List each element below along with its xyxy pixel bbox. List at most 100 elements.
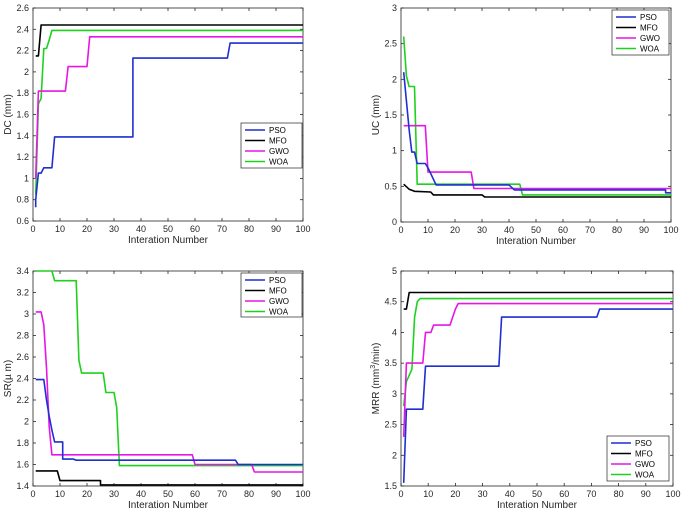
x-tick-label: 20 [82,489,92,499]
legend-label-woa: WOA [269,158,289,167]
legend-label-pso: PSO [640,13,657,22]
legend-label-woa: WOA [635,471,655,480]
y-tick-label: 1 [24,173,29,183]
series-line-mfo [35,24,303,57]
y-axis-label-superscript: 3 [370,365,377,369]
y-tick-label: 1.5 [384,110,397,120]
x-tick-label: 80 [614,489,624,499]
series-line-mfo [403,291,673,310]
x-tick-label: 60 [190,224,200,234]
x-tick-label: 80 [612,225,622,235]
y-tick-label: 1.5 [384,481,397,491]
x-tick-label: 70 [585,225,595,235]
y-tick-label: 1.6 [16,110,29,120]
x-tick-label: 80 [244,224,254,234]
y-tick-label: 0.5 [384,181,397,191]
y-axis-label: SR(µ m) [3,360,14,397]
y-tick-label: 2.8 [16,331,29,341]
y-tick-label: 2.5 [384,420,397,430]
x-tick-label: 100 [295,224,310,234]
x-tick-label: 70 [217,489,227,499]
series-line-gwo [402,302,673,437]
series-line-gwo [34,35,303,179]
y-axis-label: MRR (mm3/min) [370,343,382,415]
series-line-gwo [403,124,671,190]
series-line-mfo [35,470,303,486]
x-tick-label: 20 [82,224,92,234]
y-tick-label: 4.5 [384,297,397,307]
y-axis-label-part: /min) [371,343,382,365]
y-tick-label: 2 [24,417,29,427]
legend-label-pso: PSO [269,276,286,285]
x-tick-label: 40 [136,224,146,234]
y-tick-label: 1.4 [16,481,29,491]
y-tick-label: 2.2 [16,46,29,56]
y-tick-label: 2.6 [16,3,29,13]
x-tick-label: 90 [639,225,649,235]
y-tick-label: 1.2 [16,152,29,162]
y-tick-label: 0 [392,217,397,227]
x-tick-label: 50 [531,225,541,235]
x-tick-label: 90 [641,489,651,499]
plot-area [32,7,304,222]
chart-panel-4: 0 10 20 30 40 50 60 70 80 90 100 1.5 2 2.5 3 3.5 4 4.5 5 In… [370,266,681,511]
y-tick-label: 3.5 [384,358,397,368]
y-tick-label: 3.2 [16,288,29,298]
x-tick-label: 10 [423,225,433,235]
legend-label-gwo: GWO [269,147,289,156]
x-tick-label: 50 [532,489,542,499]
y-axis-label-part: MRR (mm [371,369,382,415]
legend-label-gwo: GWO [635,460,655,469]
series-line-woa [34,29,303,195]
legend-label-woa: WOA [269,308,289,317]
x-tick-label: 30 [477,225,487,235]
series-line-gwo [35,311,303,473]
legend-box [606,435,670,482]
x-tick-label: 60 [190,489,200,499]
y-tick-label: 2.5 [384,39,397,49]
series-line-woa [35,270,303,467]
x-tick-label: 70 [217,224,227,234]
legend-label-woa: WOA [640,45,660,54]
y-tick-label: 2 [24,67,29,77]
series-line-pso [35,378,303,466]
x-tick-label: 30 [478,489,488,499]
y-tick-label: 2.4 [16,24,29,34]
x-tick-label: 50 [163,224,173,234]
x-tick-label: 10 [55,489,65,499]
y-axis-label: DC (mm) [3,94,14,135]
y-tick-label: 3 [392,389,397,399]
y-tick-label: 2.6 [16,352,29,362]
x-tick-label: 10 [423,489,433,499]
x-axis-label: Interation Number [497,500,578,511]
y-tick-label: 2.2 [16,395,29,405]
x-tick-label: 90 [271,224,281,234]
series-line-woa [402,36,671,196]
y-tick-label: 5 [392,266,397,276]
x-axis-label: Interation Number [128,235,209,246]
legend-label-gwo: GWO [269,297,289,306]
x-tick-label: 70 [586,489,596,499]
y-tick-label: 2 [392,74,397,84]
series-line-mfo [403,183,671,198]
x-tick-label: 0 [398,489,403,499]
x-tick-label: 30 [109,224,119,234]
x-tick-label: 100 [295,489,310,499]
series-line-pso [402,72,671,194]
x-tick-label: 40 [504,225,514,235]
chart-panel-3: 0 10 20 30 40 50 60 70 80 90 100 1.4 1.6 1.8 2 2.2 2.4 2.… [3,266,311,511]
x-tick-label: 90 [271,489,281,499]
y-tick-label: 2.4 [16,374,29,384]
x-tick-label: 60 [558,225,568,235]
y-tick-label: 1.4 [16,131,29,141]
x-tick-label: 30 [109,489,119,499]
chart-panel-1: 0 10 20 30 40 50 60 70 80 90 100 0.6 0.8 1 1.2 1.4 1.6 1.… [3,3,311,246]
legend-label-gwo: GWO [640,34,660,43]
y-tick-label: 0.6 [16,216,29,226]
x-tick-label: 40 [505,489,515,499]
x-tick-label: 80 [244,489,254,499]
